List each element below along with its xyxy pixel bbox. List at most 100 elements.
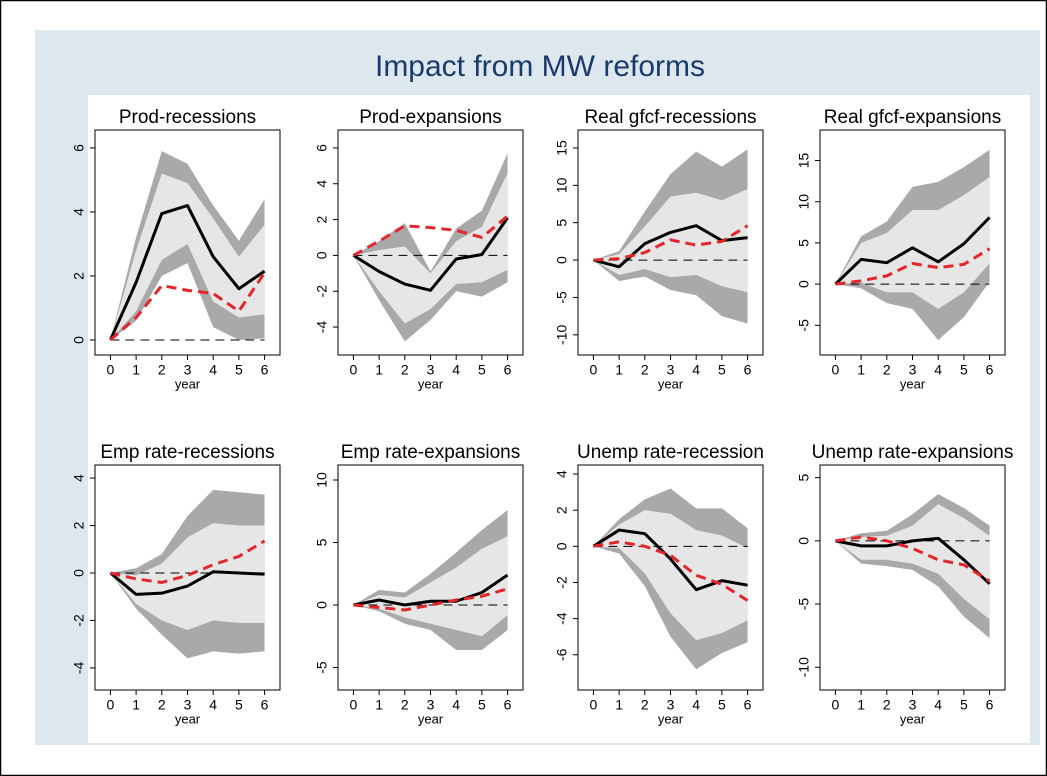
y-tick-label: 0 bbox=[314, 251, 330, 259]
x-tick-label: 1 bbox=[615, 362, 623, 378]
x-axis-label: year bbox=[418, 376, 444, 391]
y-tick-label: 5 bbox=[796, 239, 812, 247]
x-tick-label: 4 bbox=[692, 697, 700, 713]
panel: Unemp rate-recession -6 -4 -2 0 2 4 0 1 2 3 4 5 6 year bbox=[554, 442, 764, 726]
y-tick-label: 15 bbox=[554, 140, 570, 156]
y-tick-label: 0 bbox=[554, 542, 570, 550]
y-tick-label: 0 bbox=[796, 537, 812, 545]
y-tick-label: -4 bbox=[71, 661, 87, 674]
x-tick-label: 6 bbox=[504, 362, 512, 378]
x-axis-label: year bbox=[175, 711, 201, 726]
confidence-band bbox=[353, 536, 508, 637]
y-tick-label: -5 bbox=[314, 661, 330, 674]
y-tick-label: -10 bbox=[554, 324, 570, 344]
series-line bbox=[592, 528, 748, 592]
x-tick-label: 4 bbox=[934, 362, 942, 378]
x-tick-label: 3 bbox=[427, 697, 435, 713]
y-tick-label: 15 bbox=[796, 152, 812, 168]
y-tick-label: -5 bbox=[554, 291, 570, 304]
x-tick-label: 0 bbox=[107, 362, 115, 378]
x-axis-label: year bbox=[418, 711, 444, 726]
figure-title: Impact from MW reforms bbox=[375, 50, 705, 83]
x-tick-label: 2 bbox=[158, 697, 166, 713]
panel-title: Real gfcf-recessions bbox=[584, 107, 756, 128]
y-tick-label: -2 bbox=[71, 614, 87, 627]
panel-title: Real gfcf-expansions bbox=[824, 107, 1001, 128]
y-tick-label: 4 bbox=[554, 470, 570, 478]
y-tick-label: 0 bbox=[554, 256, 570, 264]
y-tick-label: -4 bbox=[314, 321, 330, 334]
y-tick-label: 0 bbox=[71, 336, 87, 344]
y-tick-label: 5 bbox=[796, 474, 812, 482]
y-tick-label: -10 bbox=[796, 657, 812, 677]
x-tick-label: 2 bbox=[401, 697, 409, 713]
x-tick-label: 4 bbox=[452, 697, 460, 713]
series-line bbox=[353, 587, 509, 612]
x-tick-label: 0 bbox=[590, 362, 598, 378]
x-axis-label: year bbox=[658, 376, 684, 391]
panel-title: Prod-expansions bbox=[359, 107, 502, 128]
panel-title: Emp rate-expansions bbox=[341, 442, 521, 463]
series-line bbox=[834, 216, 991, 286]
y-tick-label: 5 bbox=[314, 538, 330, 546]
y-tick-label: -5 bbox=[796, 598, 812, 611]
x-tick-label: 1 bbox=[132, 362, 140, 378]
x-tick-label: 0 bbox=[107, 697, 115, 713]
x-tick-label: 5 bbox=[478, 362, 486, 378]
panel: Unemp rate-expansions -10 -5 0 5 0 1 2 3 4 5 6 year bbox=[796, 442, 1014, 726]
x-tick-label: 6 bbox=[261, 362, 269, 378]
y-tick-label: -2 bbox=[554, 576, 570, 589]
x-tick-label: 1 bbox=[857, 697, 865, 713]
x-tick-label: 3 bbox=[909, 697, 917, 713]
y-tick-label: 2 bbox=[314, 215, 330, 223]
x-tick-label: 6 bbox=[504, 697, 512, 713]
x-axis-label: year bbox=[900, 711, 926, 726]
panel: Prod-recessions 0 2 4 6 0 1 2 3 4 5 6 year bbox=[71, 107, 281, 391]
x-tick-label: 2 bbox=[883, 697, 891, 713]
y-tick-label: 4 bbox=[314, 180, 330, 188]
series-line bbox=[835, 535, 991, 583]
panel: Emp rate-expansions -5 0 5 10 0 1 2 3 4 5 6 year bbox=[314, 442, 524, 726]
y-tick-label: 0 bbox=[314, 601, 330, 609]
x-axis-label: year bbox=[658, 711, 684, 726]
x-tick-label: 0 bbox=[350, 362, 358, 378]
y-tick-label: 10 bbox=[554, 177, 570, 193]
y-tick-label: 6 bbox=[71, 144, 87, 152]
x-tick-label: 0 bbox=[350, 697, 358, 713]
x-tick-label: 2 bbox=[641, 697, 649, 713]
x-axis-label: year bbox=[900, 376, 926, 391]
confidence-band bbox=[110, 523, 265, 630]
y-tick-label: 4 bbox=[71, 208, 87, 216]
confidence-band bbox=[835, 504, 990, 620]
series-line bbox=[835, 536, 991, 585]
y-tick-label: 0 bbox=[796, 280, 812, 288]
x-tick-label: 1 bbox=[132, 697, 140, 713]
series-line bbox=[593, 224, 749, 262]
x-tick-label: 4 bbox=[934, 697, 942, 713]
x-tick-label: 5 bbox=[718, 697, 726, 713]
x-tick-label: 2 bbox=[401, 362, 409, 378]
x-tick-label: 0 bbox=[590, 697, 598, 713]
x-tick-label: 6 bbox=[986, 362, 994, 378]
y-tick-label: 2 bbox=[71, 521, 87, 529]
panel: Emp rate-recessions -4 -2 0 2 4 0 1 2 3 4 5 6 year bbox=[71, 442, 281, 726]
series-line bbox=[109, 570, 265, 596]
x-tick-label: 0 bbox=[832, 362, 840, 378]
panel: Real gfcf-expansions -5 0 5 10 15 0 1 2 3 4 5 6 year bbox=[796, 107, 1006, 391]
confidence-band bbox=[353, 172, 508, 324]
x-tick-label: 1 bbox=[375, 697, 383, 713]
panel: Prod-expansions -4 -2 0 2 4 6 0 1 2 3 4 5 6 year bbox=[314, 107, 524, 391]
y-tick-label: 10 bbox=[796, 194, 812, 210]
x-tick-label: 0 bbox=[832, 697, 840, 713]
x-tick-label: 6 bbox=[986, 697, 994, 713]
y-tick-label: 2 bbox=[554, 506, 570, 514]
x-tick-label: 6 bbox=[744, 697, 752, 713]
x-axis-label: year bbox=[175, 376, 201, 391]
series-line bbox=[110, 539, 266, 584]
y-tick-label: 2 bbox=[71, 272, 87, 280]
panel-title: Unemp rate-expansions bbox=[812, 442, 1014, 463]
x-tick-label: 1 bbox=[375, 362, 383, 378]
x-tick-label: 4 bbox=[209, 697, 217, 713]
